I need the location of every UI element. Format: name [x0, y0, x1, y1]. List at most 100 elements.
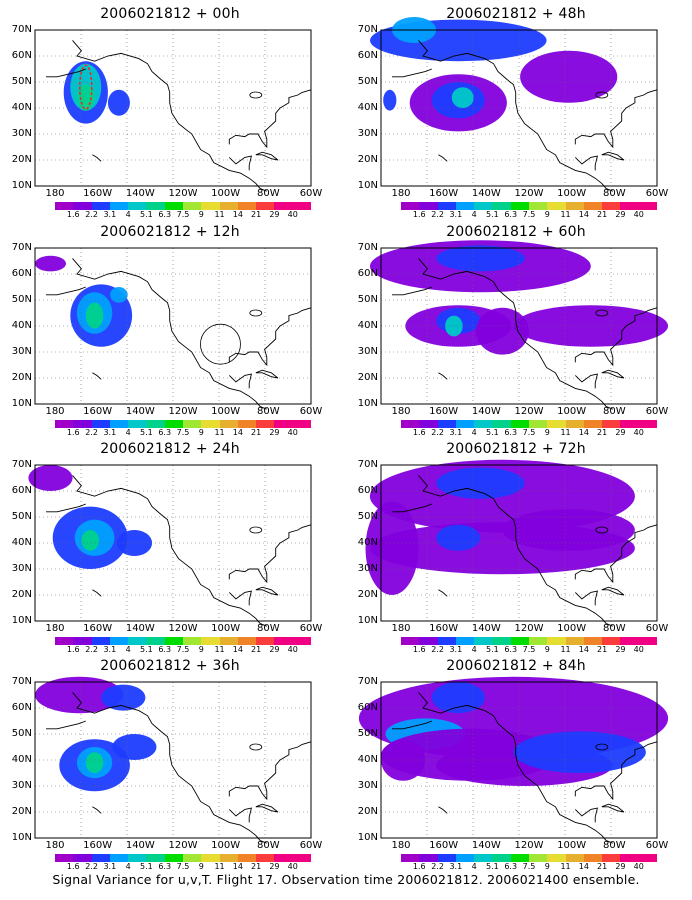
colorbar-swatch	[638, 420, 658, 428]
lat-tick-label: 20N	[357, 372, 378, 383]
lat-tick-label: 20N	[11, 372, 32, 383]
map-border	[380, 464, 658, 622]
lon-tick-label: 160W	[83, 406, 113, 417]
panel-12h: 2006021812 + 12h 70N 60N 50N 40N 30N 20N 10N 18…	[0, 218, 330, 437]
coastline	[255, 803, 279, 813]
coastline	[72, 692, 267, 844]
coastline	[228, 807, 253, 823]
lon-tick-label: 160W	[429, 623, 459, 634]
lon-tick-label: 140W	[125, 188, 155, 199]
colorbar-label: 11	[214, 428, 225, 437]
lon-tick-label: 120W	[514, 623, 544, 634]
lon-tick-label: 100W	[211, 188, 241, 199]
variance-contour	[85, 302, 104, 329]
map-svg	[370, 240, 669, 410]
colorbar-swatch	[583, 637, 603, 645]
colorbar-label: 7.5	[522, 428, 536, 437]
colorbar-label: 4	[125, 645, 131, 654]
lat-tick-label: 50N	[11, 76, 32, 87]
variance-field	[365, 459, 635, 595]
colorbar-label: 6.3	[158, 645, 172, 654]
lon-tick-label: 120W	[514, 840, 544, 851]
colorbar-swatch	[256, 854, 275, 862]
lat-tick-label: 40N	[11, 102, 32, 113]
colorbar-label: 9	[198, 428, 204, 437]
colorbar-label: 7.5	[176, 428, 190, 437]
colorbar-label: 6.3	[504, 645, 518, 654]
colorbar-label: 29	[269, 210, 280, 219]
colorbar-label: 29	[615, 645, 626, 654]
colorbar-label: 2.2	[431, 428, 444, 437]
lat-tick-label: 10N	[357, 832, 378, 843]
colorbar-label: 29	[269, 862, 280, 871]
colorbar-label: 2.2	[85, 645, 98, 654]
colorbar-label: 14	[232, 210, 243, 219]
colorbar-label: 3.1	[449, 428, 463, 437]
colorbar-swatch	[55, 420, 74, 428]
colorbar-label: 4	[471, 210, 477, 219]
map-svg	[370, 17, 658, 192]
colorbar-label: 40	[633, 645, 644, 654]
colorbar-label: 11	[214, 210, 225, 219]
lat-tick-label: 70N	[11, 459, 32, 470]
colorbar-label: 7.5	[522, 210, 536, 219]
lon-tick-label: 160W	[83, 623, 113, 634]
colorbar-swatch	[474, 202, 493, 210]
colorbar-label: 6.3	[504, 210, 518, 219]
colorbar-swatch	[201, 202, 221, 210]
colorbar-label: 9	[544, 210, 550, 219]
lon-tick-label: 80W	[257, 840, 280, 851]
colorbar-label: 11	[214, 645, 225, 654]
panel-48h: 2006021812 + 48h 70N 60N 50N 40N 30N 20N 10N 18…	[346, 0, 676, 219]
colorbar-swatch	[292, 637, 312, 645]
colorbar	[55, 854, 312, 862]
colorbar-label: 1.6	[66, 210, 80, 219]
coastline	[228, 590, 253, 606]
colorbar-swatch	[638, 854, 658, 862]
lon-tick-label: 180	[45, 623, 65, 634]
colorbar-swatch	[401, 854, 420, 862]
lon-tick-label: 180	[391, 623, 411, 634]
lon-tick-label: 120W	[514, 188, 544, 199]
colorbar-swatch	[73, 202, 93, 210]
colorbar-label: 2.2	[85, 210, 98, 219]
lon-tick-label: 180	[45, 188, 65, 199]
colorbar-swatch	[237, 420, 257, 428]
lat-tick-label: 30N	[357, 128, 378, 139]
variance-contour	[451, 87, 474, 108]
lat-tick-label: 10N	[11, 398, 32, 409]
colorbar-swatch	[109, 637, 129, 645]
colorbar-swatch	[419, 202, 439, 210]
lat-tick-label: 40N	[357, 320, 378, 331]
lat-tick-label: 50N	[11, 511, 32, 522]
colorbar-swatch	[292, 420, 312, 428]
colorbar-label: 3.1	[103, 862, 117, 871]
colorbar-swatch	[73, 420, 93, 428]
variance-contour	[520, 50, 618, 103]
map-svg	[365, 459, 658, 627]
variance-contour	[81, 530, 99, 551]
colorbar-swatch	[274, 637, 294, 645]
colorbar-label: 9	[544, 862, 550, 871]
colorbar-swatch	[455, 202, 475, 210]
colorbar-swatch	[492, 420, 512, 428]
lat-tick-label: 60N	[11, 50, 32, 61]
lat-tick-label: 70N	[357, 459, 378, 470]
colorbar-label: 1.6	[412, 645, 426, 654]
colorbar-label: 6.3	[504, 862, 518, 871]
map-frame	[34, 29, 312, 192]
lon-tick-label: 100W	[557, 188, 587, 199]
lat-tick-label: 30N	[11, 128, 32, 139]
colorbar-swatch	[109, 420, 129, 428]
colorbar-swatch	[128, 420, 147, 428]
map-border	[380, 29, 658, 187]
colorbar-swatch	[146, 202, 166, 210]
coastline	[438, 372, 448, 380]
colorbar-label: 7.5	[176, 862, 190, 871]
map-border	[380, 681, 658, 839]
colorbar	[401, 637, 658, 645]
panel-title: 2006021812 + 12h	[100, 224, 240, 240]
colorbar-swatch	[437, 854, 457, 862]
colorbar-label: 4	[125, 428, 131, 437]
lon-tick-label: 80W	[603, 188, 626, 199]
